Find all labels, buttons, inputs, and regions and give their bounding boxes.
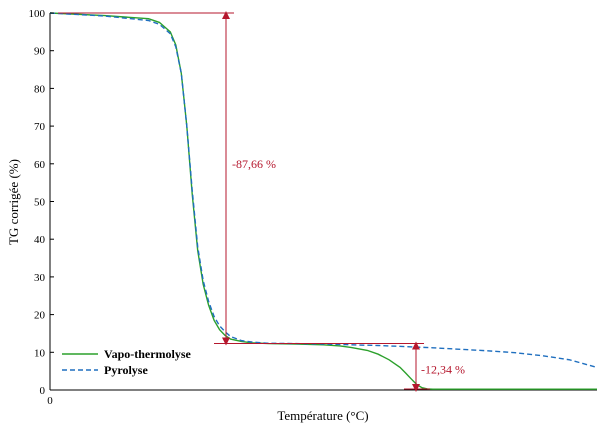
y-tick-label: 50	[34, 197, 46, 209]
y-tick-label: 0	[40, 385, 46, 397]
y-tick-label: 80	[34, 83, 46, 95]
y-tick-label: 30	[34, 272, 46, 284]
series-line-pyrolyse	[49, 12, 597, 369]
y-tick-label: 10	[34, 347, 46, 359]
x-axis-title: Température (°C)	[277, 408, 368, 423]
annotation-label-2: -12,34 %	[421, 362, 465, 376]
y-tick-label: 90	[34, 46, 46, 58]
series-line-vapo-thermolyse	[49, 12, 597, 390]
y-tick-label: 20	[34, 310, 46, 322]
y-tick-label: 40	[34, 234, 46, 246]
y-axis-title: TG corrigée (%)	[6, 159, 21, 245]
y-tick-label: 70	[34, 121, 46, 133]
legend-label: Pyrolyse	[104, 363, 148, 377]
y-tick-label: 60	[34, 159, 46, 171]
legend: Vapo-thermolyse Pyrolyse	[62, 347, 192, 377]
y-tick-label: 100	[29, 8, 46, 20]
legend-label: Vapo-thermolyse	[104, 347, 192, 361]
annotation-label-1: -87,66 %	[232, 157, 276, 171]
x-tick-label: 0	[47, 395, 53, 407]
